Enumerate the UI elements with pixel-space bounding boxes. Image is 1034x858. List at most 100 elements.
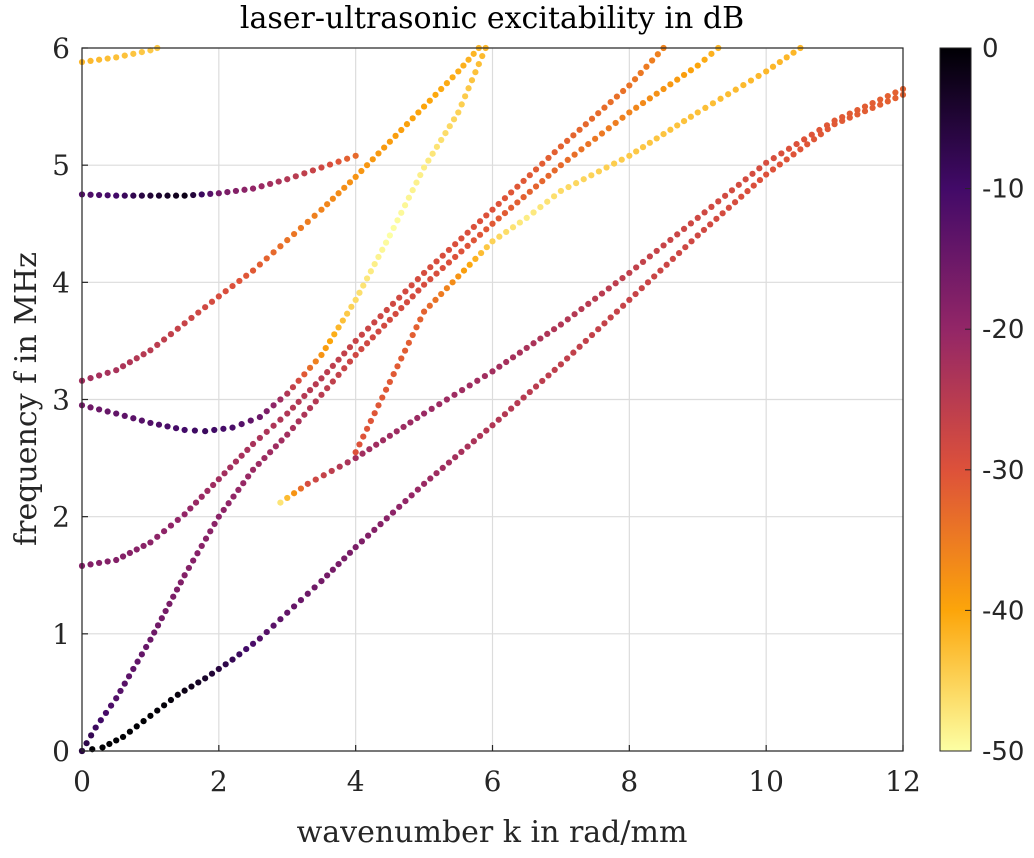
point-0-75 [570, 349, 577, 356]
point-6-35 [530, 340, 537, 347]
point-6-15 [386, 432, 393, 439]
point-1-55 [341, 365, 348, 372]
point-3-56 [420, 164, 428, 171]
x-tick-label-2: 4 [347, 765, 365, 798]
point-4-44 [375, 150, 382, 157]
point-3-53 [409, 187, 416, 194]
point-1-23 [177, 579, 184, 586]
point-6-42 [578, 305, 585, 313]
point-7-63 [725, 91, 732, 98]
point-6-23 [443, 396, 450, 403]
point-3-26 [295, 377, 302, 384]
point-3-31 [322, 344, 329, 352]
point-6-33 [516, 349, 523, 356]
point-4-12 [167, 331, 175, 338]
point-2-46 [371, 319, 378, 326]
point-0-39 [346, 549, 354, 556]
point-1-89 [545, 172, 552, 179]
point-7-38 [544, 198, 551, 205]
point-3-48 [390, 224, 397, 232]
point-1-111 [694, 62, 701, 69]
colorbar-tick-label-4: -40 [982, 596, 1024, 626]
point-4-46 [386, 138, 393, 145]
point-6-22 [436, 401, 443, 408]
point-6-47 [612, 280, 619, 287]
point-6-27 [474, 377, 481, 384]
point-1-94 [578, 146, 585, 153]
point-3-54 [413, 179, 420, 186]
point-6-69 [763, 159, 770, 166]
point-0-104 [750, 182, 757, 189]
point-3-40 [360, 282, 367, 289]
point-2-67 [501, 195, 509, 202]
point-3-32 [326, 338, 334, 345]
point-6-61 [708, 203, 715, 210]
point-2-25 [244, 446, 251, 453]
point-1-83 [508, 204, 515, 211]
point-2-87 [626, 82, 633, 89]
point-2-42 [346, 344, 354, 351]
point-1-14 [143, 643, 150, 651]
point-7-46 [603, 164, 610, 171]
point-4-51 [415, 109, 422, 116]
point-4-14 [181, 320, 188, 327]
point-6-8 [336, 463, 343, 470]
point-1-20 [166, 600, 173, 607]
point-1-66 [403, 299, 411, 306]
point-1-4 [97, 717, 104, 724]
point-1-95 [585, 140, 592, 148]
point-1-108 [674, 76, 681, 83]
point-6-41 [571, 311, 578, 318]
point-0-18 [208, 670, 216, 677]
point-6-77 [823, 122, 831, 129]
point-2-92 [654, 51, 661, 58]
point-7-28 [477, 249, 485, 257]
point-1-68 [415, 287, 422, 294]
point-7-34 [516, 219, 523, 226]
point-6-62 [715, 198, 722, 205]
point-4-29 [284, 237, 291, 244]
series-2 [78, 44, 667, 569]
point-1-56 [346, 358, 354, 365]
point-7-39 [550, 193, 558, 200]
point-7-45 [595, 168, 603, 175]
point-0-9 [147, 712, 154, 719]
point-0-23 [243, 645, 250, 653]
point-2-34 [301, 392, 308, 400]
point-1-33 [220, 506, 227, 514]
point-0-62 [489, 422, 496, 429]
point-4-35 [324, 201, 331, 208]
point-3-21 [263, 408, 270, 415]
point-3-66 [462, 93, 469, 100]
point-2-18 [204, 487, 211, 494]
point-6-10 [352, 454, 359, 462]
point-2-28 [263, 428, 270, 435]
point-0-12 [167, 696, 175, 704]
point-0-31 [297, 596, 305, 604]
point-2-19 [210, 481, 217, 489]
point-2-56 [433, 258, 440, 265]
point-0-74 [564, 355, 571, 362]
point-7-59 [694, 109, 701, 116]
point-6-39 [557, 321, 565, 328]
point-6-64 [728, 187, 736, 194]
point-2-45 [365, 325, 372, 332]
point-2-49 [389, 300, 397, 307]
series-3 [78, 44, 489, 435]
point-2-21 [221, 470, 228, 477]
point-1-6 [107, 702, 115, 709]
point-2-72 [532, 166, 540, 173]
point-1-84 [514, 199, 521, 206]
point-5-32 [352, 152, 359, 159]
point-0-2 [99, 744, 106, 751]
point-0-8 [140, 718, 147, 725]
point-2-30 [277, 416, 284, 423]
point-8-8 [147, 47, 154, 54]
point-1-110 [687, 67, 695, 74]
point-3-13 [191, 427, 198, 434]
point-4-49 [403, 121, 411, 128]
series-8 [78, 44, 161, 66]
point-0-56 [452, 454, 459, 461]
point-3-58 [429, 150, 436, 157]
point-1-88 [539, 178, 546, 185]
